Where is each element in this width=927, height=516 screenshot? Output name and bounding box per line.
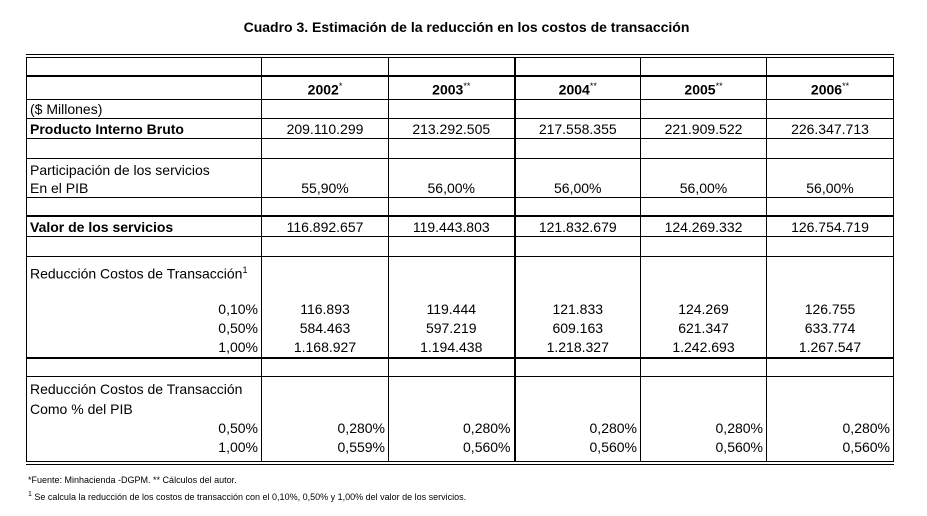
cell: 0,280% 0,560% [766,375,894,464]
cell: 209.110.299 [261,117,389,139]
cell: 56,00% [513,157,641,198]
participacion-row: Participación de los servicios En el PIB … [26,157,894,198]
blank-row [26,55,894,77]
cell: 0,280% 0,560% [513,375,641,464]
year-header: 2006** [766,74,894,100]
footnote-1: 1 Se calcula la reducción de los costos … [28,491,467,502]
year-header: 2005** [640,74,767,100]
year-header: 2002* [261,74,389,100]
cell: 226.347.713 [766,117,894,139]
row-label: Producto Interno Bruto [26,117,262,139]
blank-row [26,137,894,159]
cell: 124.269 621.347 1.242.693 [640,255,767,359]
pib-row: Producto Interno Bruto 209.110.299 213.2… [26,117,894,139]
header-row: 2002* 2003** 2004** 2005** 2006** [26,74,894,100]
year-header: 2003** [388,74,515,100]
cell: 56,00% [388,157,515,198]
blank-row [26,235,894,257]
reduccion-pib-row: Reducción Costos de Transacción Como % d… [26,375,894,464]
cell: 121.832.679 [513,215,641,237]
cell: 116.893 584.463 1.168.927 [261,255,389,359]
cell: 217.558.355 [513,117,641,139]
units-row: ($ Millones) [26,98,894,119]
units-label: ($ Millones) [26,98,262,119]
cell: 55,90% [261,157,389,198]
cell: 126.755 633.774 1.267.547 [766,255,894,359]
valor-row: Valor de los servicios 116.892.657 119.4… [26,215,894,237]
cell: 56,00% [640,157,767,198]
cost-reduction-table: 2002* 2003** 2004** 2005** 2006** ($ Mil… [26,54,894,466]
cell: 0,280% 0,559% [261,375,389,464]
blank-row [26,357,894,377]
table-title: Cuadro 3. Estimación de la reducción en … [243,19,690,35]
cell: 0,280% 0,560% [640,375,767,464]
blank-row [26,196,894,217]
reduccion-row: Reducción Costos de Transacción1 0,10% 0,… [26,255,894,359]
cell: 119.444 597.219 1.194.438 [388,255,515,359]
cell: 126.754.719 [766,215,894,237]
row-label: Reducción Costos de Transacción1 0,10% 0,… [26,255,262,359]
cell: 221.909.522 [640,117,767,139]
year-header: 2004** [513,74,641,100]
cell: 0,280% 0,560% [388,375,515,464]
cell: 124.269.332 [640,215,767,237]
row-label: Valor de los servicios [26,215,262,237]
cell: 119.443.803 [388,215,515,237]
cell: 56,00% [766,157,894,198]
row-label: Participación de los servicios En el PIB [26,157,262,198]
cell: 116.892.657 [261,215,389,237]
cell: 121.833 609.163 1.218.327 [513,255,641,359]
cell: 213.292.505 [388,117,515,139]
row-label: Reducción Costos de Transacción Como % d… [26,375,262,464]
footnote-source: *Fuente: Minhacienda -DGPM. ** Cálculos … [28,475,237,485]
